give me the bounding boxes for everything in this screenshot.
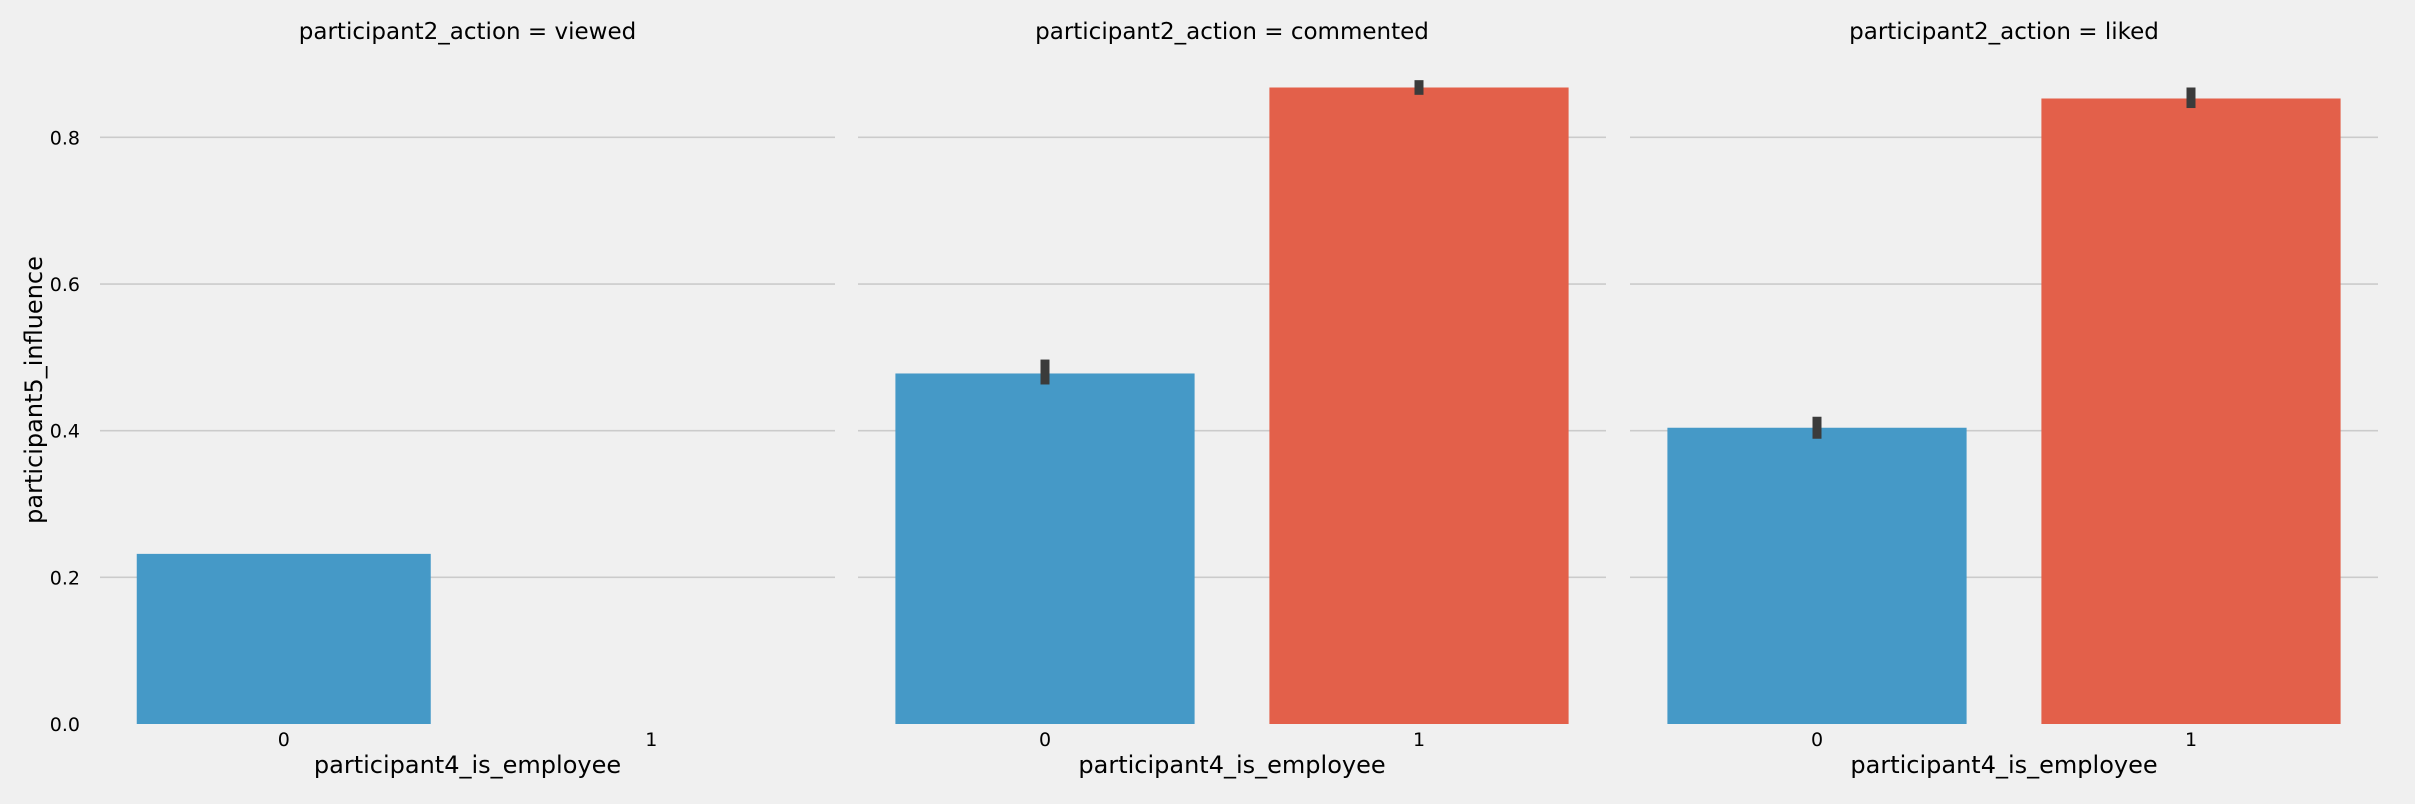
y-tick-label-3: 0.6 bbox=[50, 274, 80, 296]
facet-title-1: participant2_action = commented bbox=[1035, 19, 1429, 45]
y-tick-label-1: 0.2 bbox=[50, 567, 80, 589]
x-tick-label-p0-c1: 1 bbox=[645, 729, 657, 751]
facet-title-0: participant2_action = viewed bbox=[299, 19, 636, 45]
x-tick-label-p0-c0: 0 bbox=[278, 729, 290, 751]
bar-p1-c0 bbox=[895, 373, 1195, 724]
x-axis-label-1: participant4_is_employee bbox=[1078, 751, 1385, 779]
y-axis-label: participant5_influence bbox=[20, 256, 48, 524]
x-tick-label-p2-c1: 1 bbox=[2185, 729, 2197, 751]
bar-p2-c1 bbox=[2041, 98, 2341, 724]
x-tick-label-p2-c0: 0 bbox=[1811, 729, 1823, 751]
facet-title-2: participant2_action = liked bbox=[1849, 19, 2159, 45]
bar-p1-c1 bbox=[1269, 87, 1569, 724]
x-axis-label-2: participant4_is_employee bbox=[1850, 751, 2157, 779]
bar-p2-c0 bbox=[1667, 427, 1967, 724]
x-tick-label-p1-c0: 0 bbox=[1039, 729, 1051, 751]
y-tick-label-4: 0.8 bbox=[50, 127, 80, 149]
x-tick-label-p1-c1: 1 bbox=[1413, 729, 1425, 751]
y-tick-label-2: 0.4 bbox=[50, 421, 80, 443]
x-axis-label-0: participant4_is_employee bbox=[314, 751, 621, 779]
bar-p0-c0 bbox=[136, 553, 431, 724]
y-tick-label-0: 0.0 bbox=[50, 714, 80, 736]
